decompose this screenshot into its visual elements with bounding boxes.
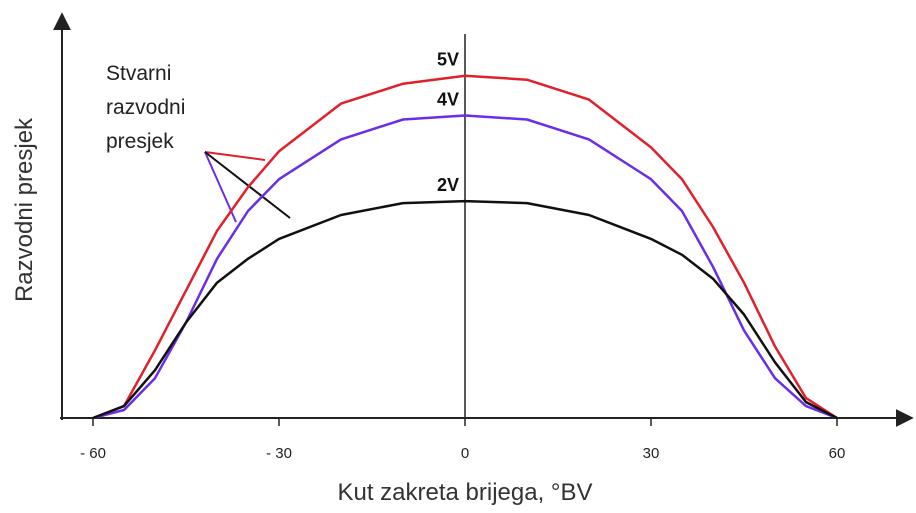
x-tick-label: 60 [829, 445, 846, 462]
series-line [92, 74, 838, 420]
x-tick-label: 30 [643, 445, 660, 462]
x-axis-label: Kut zakreta brijega, °BV [337, 479, 592, 506]
x-tick-label: - 30 [266, 445, 292, 462]
annotation-line: Stvarni [106, 62, 171, 85]
x-tick-label: 0 [461, 445, 469, 462]
x-tick-label: - 60 [80, 445, 106, 462]
series-label: 2V [437, 175, 459, 195]
y-axis-label: Razvodni presjek [11, 117, 38, 302]
series-label: 4V [437, 90, 459, 110]
series-line [92, 199, 838, 420]
annotation-line: razvodni [106, 96, 185, 119]
series-label: 5V [437, 50, 459, 70]
annotation-line: presjek [106, 130, 174, 153]
